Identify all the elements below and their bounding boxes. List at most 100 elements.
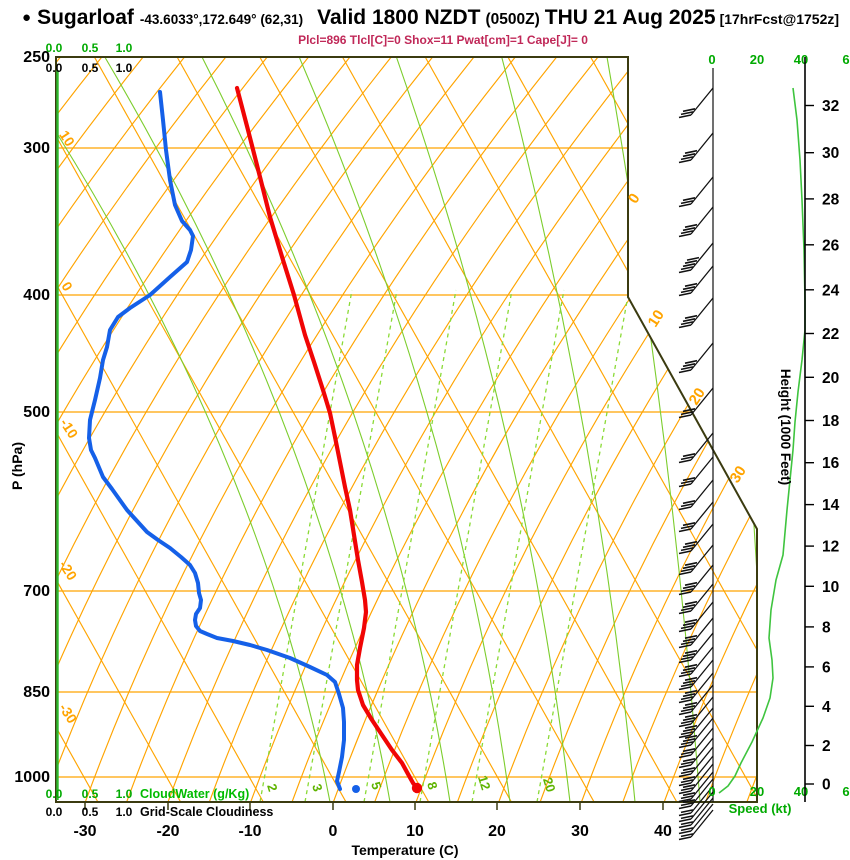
speed-scale-top-label: 6 xyxy=(842,52,849,67)
temp-tick-label: -20 xyxy=(156,823,179,840)
dry-adiabat-line xyxy=(259,57,678,802)
wind-barb-feather xyxy=(684,259,698,264)
wind-barb xyxy=(678,206,714,238)
wind-barb-feather xyxy=(678,764,692,769)
wind-barb-shaft xyxy=(690,707,714,736)
wind-barb-shaft xyxy=(690,523,714,552)
plot-frame-border xyxy=(55,56,758,803)
isotherm-line xyxy=(250,57,682,802)
pressure-axis-title: P (hPa) xyxy=(9,442,25,490)
wind-barb-feather xyxy=(678,805,692,810)
wind-barb xyxy=(678,684,714,716)
isotherm-line xyxy=(56,57,227,802)
wind-barb-feather xyxy=(678,754,692,759)
wind-barb-feather xyxy=(680,200,694,205)
wind-barb-shaft xyxy=(690,583,714,612)
wind-barb xyxy=(678,659,714,691)
wind-barb-feather xyxy=(682,108,696,113)
pressure-tick-label: 250 xyxy=(23,49,50,66)
wind-barb-feather xyxy=(682,738,696,743)
wind-barb xyxy=(678,583,714,615)
wind-barb-feather xyxy=(682,799,696,804)
wind-barb-feather xyxy=(684,676,698,681)
wind-barb-feather xyxy=(680,731,694,736)
wind-barb-feather xyxy=(680,741,694,746)
wind-barb-feather xyxy=(678,798,692,803)
height-tick-label: 32 xyxy=(822,98,839,115)
wind-barb-shaft xyxy=(690,785,714,814)
temp-tick-label: 20 xyxy=(488,823,506,840)
wind-barb xyxy=(678,746,714,778)
dry-adiabat-line xyxy=(56,57,347,802)
moist-adiabat-line xyxy=(104,57,391,802)
wind-barb-feather xyxy=(680,815,694,820)
cloud-scale-top-black: 1.0 xyxy=(116,61,133,75)
wind-barb-feather xyxy=(680,321,694,326)
wind-barb xyxy=(678,523,714,555)
dry-adiabat-line xyxy=(507,57,757,802)
wind-barb xyxy=(678,646,714,678)
wind-barb-feather xyxy=(680,525,694,530)
wind-barb-feather xyxy=(678,506,692,511)
wind-barb-feather xyxy=(680,607,694,612)
wind-barb-shaft xyxy=(690,176,714,205)
cloudwater-axis-title: CloudWater (g/Kg) xyxy=(140,787,249,801)
height-tick-label: 22 xyxy=(822,326,839,343)
dry-adiabat-label: -30 xyxy=(56,700,81,726)
wind-barb xyxy=(678,87,714,119)
isotherm-line xyxy=(56,57,434,802)
wind-barb-feather xyxy=(678,723,692,728)
pressure-tick-label: 400 xyxy=(23,287,50,304)
cloud-scale-bottom-green: 0.5 xyxy=(82,787,99,801)
wind-barb-shaft xyxy=(690,797,714,826)
wind-barb-shaft xyxy=(690,87,714,116)
mixing-ratio-line xyxy=(419,289,513,802)
cloudiness-axis-title: Grid-Scale Cloudiness xyxy=(140,805,273,819)
wind-barb-feather xyxy=(678,159,692,164)
wind-barb-feather xyxy=(682,585,696,590)
wind-barb-feather xyxy=(680,802,694,807)
wind-barb xyxy=(678,771,714,803)
wind-barb-feather xyxy=(684,149,698,154)
isotherm-line xyxy=(56,57,144,802)
wind-barb-feather xyxy=(682,784,696,789)
mixing-ratio-line xyxy=(471,289,565,802)
wind-barb-shaft xyxy=(690,755,714,784)
wind-barb xyxy=(678,479,714,511)
wind-barb-feather xyxy=(678,782,692,787)
isotherm-line xyxy=(167,57,599,802)
wind-barb-feather xyxy=(682,728,696,733)
wind-barb-shaft xyxy=(690,791,714,820)
wind-barb-feather xyxy=(682,667,696,672)
wind-barb-feather xyxy=(678,414,692,419)
wind-barb-feather xyxy=(678,233,692,238)
wind-barb-feather xyxy=(680,230,694,235)
wind-barb-shaft xyxy=(690,717,714,746)
wind-barb xyxy=(678,707,714,739)
wind-barb-feather xyxy=(680,503,694,508)
wind-barb-feather xyxy=(684,663,698,668)
sounding-parameters: Plcl=896 Tlcl[C]=0 Shox=11 Pwat[cm]=1 Ca… xyxy=(298,33,588,47)
wind-barb-feather xyxy=(678,292,692,297)
moist-adiabat-line xyxy=(606,57,701,802)
height-tick-label: 4 xyxy=(822,699,831,716)
wind-barb-feather xyxy=(678,659,692,664)
wind-barb-feather xyxy=(682,758,696,763)
wind-barb-shaft xyxy=(690,242,714,271)
dry-adiabat-line xyxy=(56,57,182,802)
speed-scale-bottom-label: 20 xyxy=(750,784,764,799)
isotherm-line xyxy=(539,57,757,802)
wind-barb-feather xyxy=(680,480,694,485)
wind-barb-feather xyxy=(682,693,696,698)
wind-barb-feather xyxy=(680,547,694,552)
height-axis-title: Height (1000 Feet) xyxy=(778,369,793,485)
wind-barb xyxy=(678,632,714,664)
wind-barb-shaft xyxy=(690,763,714,792)
forecast-hour: [17hrFcst@1752z] xyxy=(719,11,840,27)
dry-adiabat-label: -20 xyxy=(56,557,81,583)
wind-barb-feather xyxy=(682,477,696,482)
pressure-tick-label: 850 xyxy=(23,684,50,701)
wind-barb-feather xyxy=(678,744,692,749)
